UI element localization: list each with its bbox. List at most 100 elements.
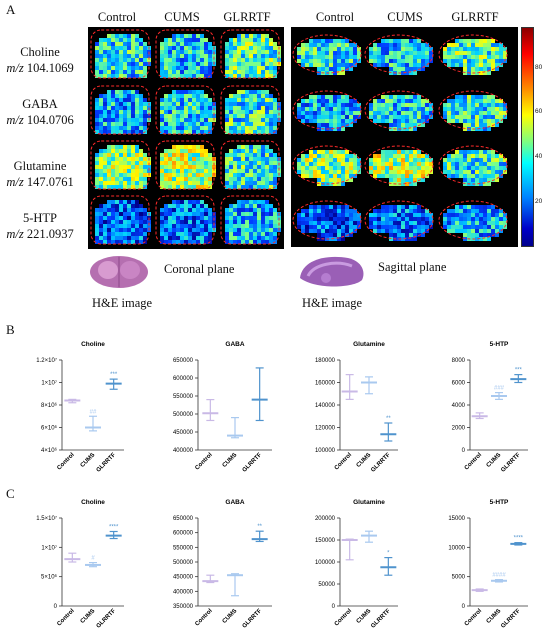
coronal-plane-label: Coronal plane (164, 262, 235, 276)
chart-title: Glutamine (353, 499, 385, 506)
box-control (471, 588, 488, 592)
box-plot-c-5-htp: 5-HTP 0 5000 10000 15000 Control #### CUMS **** G… (448, 499, 528, 629)
sagittal-col-glrrtf: GLRRTF (451, 10, 499, 24)
y-tick-label: 450000 (173, 575, 194, 581)
coronal-col-cums: CUMS (164, 10, 200, 24)
box-control (202, 398, 219, 422)
chart-title: GABA (225, 499, 244, 506)
x-tick-label: GLRRTF (370, 452, 392, 474)
mz-value: 147.0761 (26, 175, 74, 189)
x-tick-label: GLRRTF (96, 452, 118, 474)
box-plot-b-gaba: GABA 400000 450000 500000 550000 600000 650000… (173, 341, 272, 474)
box-glrrtf (510, 374, 527, 384)
box-plot-c-choline: Choline 0 5×10⁶ 1×10⁷ 1.5×10⁷ Control # CUMS ***… (36, 499, 124, 629)
sagittal-tile (292, 90, 362, 131)
sagittal-tile (364, 34, 434, 75)
coronal-col-glrrtf: GLRRTF (223, 10, 271, 24)
y-tick-label: 150000 (315, 538, 336, 544)
he-image-sagittal (300, 256, 364, 287)
box-control (341, 374, 358, 400)
row-label-choline: Choline m/z 104.1069 (0, 44, 80, 76)
row-label-5htp: 5-HTP m/z 221.0937 (0, 210, 80, 242)
sagittal-plane-label: Sagittal plane (378, 260, 447, 274)
y-tick-label: 550000 (173, 394, 194, 400)
y-tick-label: 160000 (315, 381, 336, 387)
x-tick-label: CUMS (80, 452, 97, 469)
sagittal-tile (364, 145, 434, 186)
box-plot-charts: Choline 4×10⁶ 6×10⁶ 8×10⁶ 1×10⁷ 1.2×10⁷ Contro… (36, 341, 528, 629)
x-tick-label: GLRRTF (500, 452, 522, 474)
sagittal-col-control: Control (315, 10, 355, 24)
sagittal-tile (438, 145, 508, 186)
coronal-tile (220, 29, 281, 79)
box-control (341, 538, 358, 561)
y-tick-label: 0 (332, 604, 336, 610)
row-name: 5-HTP (22, 211, 58, 225)
row-label-glutamine: Glutamine m/z 147.0761 (0, 158, 80, 190)
sagittal-tile (364, 90, 434, 131)
y-tick-label: 650000 (173, 358, 194, 364)
mz-value: 104.0706 (26, 113, 74, 127)
y-tick-label: 1×10⁷ (41, 380, 57, 387)
x-tick-label: Control (56, 608, 76, 628)
box-plot-b-glutamine: Glutamine 100000 120000 140000 160000 180000 C… (315, 341, 398, 474)
y-tick-label: 1×10⁷ (41, 544, 57, 551)
box-plot-b-choline: Choline 4×10⁶ 6×10⁶ 8×10⁶ 1×10⁷ 1.2×10⁷ Contro… (36, 341, 124, 474)
y-tick-label: 500000 (173, 412, 194, 418)
x-tick-label: CUMS (486, 608, 503, 625)
coronal-tile (155, 85, 216, 135)
y-tick-label: 0 (462, 604, 466, 610)
coronal-tile (90, 85, 151, 135)
sagittal-tile (292, 34, 362, 75)
mz-prefix: m/z (6, 227, 24, 241)
mz-prefix: m/z (6, 61, 24, 75)
colorbar-tick: 20 (535, 198, 543, 205)
box-cums (85, 415, 101, 432)
y-tick-label: 0 (54, 604, 58, 610)
y-tick-label: 5×10⁶ (41, 574, 58, 581)
y-tick-label: 4000 (452, 403, 466, 409)
sagittal-tile (292, 145, 362, 186)
y-tick-label: 6000 (452, 381, 466, 387)
coronal-tile (220, 195, 281, 245)
box-glrrtf (510, 542, 527, 546)
x-tick-label: CUMS (222, 452, 239, 469)
box-cums (227, 573, 243, 597)
chart-title: GABA (225, 341, 244, 348)
mz-prefix: m/z (6, 175, 24, 189)
colorbar (521, 27, 534, 247)
significance-mark: ### (494, 386, 505, 392)
x-tick-label: CUMS (356, 452, 373, 469)
colorbar-tick: 80 (535, 64, 543, 71)
box-cums (491, 579, 507, 583)
y-tick-label: 100000 (315, 448, 336, 454)
colorbar-tick: 40 (535, 153, 543, 160)
sagittal-tile (438, 34, 508, 75)
sagittal-msi-panel (291, 27, 518, 247)
box-control (202, 574, 219, 584)
box-plot-c-glutamine: Glutamine 0 50000 100000 150000 200000 Control… (315, 499, 398, 629)
box-control (471, 412, 488, 420)
chart-title: Choline (81, 341, 105, 348)
he-label-left: H&E image (92, 296, 153, 310)
y-tick-label: 350000 (173, 604, 194, 610)
coronal-tile (90, 29, 151, 79)
y-tick-label: 15000 (448, 516, 465, 522)
x-tick-label: Control (194, 452, 214, 472)
chart-title: Glutamine (353, 341, 385, 348)
sagittal-tile (438, 200, 508, 241)
y-tick-label: 8000 (452, 358, 466, 364)
chart-title: 5-HTP (490, 341, 509, 348)
row-name: Glutamine (13, 159, 67, 173)
box-cums (227, 416, 243, 439)
chart-title: Choline (81, 499, 105, 506)
mz-value: 221.0937 (26, 227, 74, 241)
panel-b-letter: B (6, 322, 15, 337)
y-tick-label: 400000 (173, 448, 194, 454)
y-tick-label: 6×10⁶ (41, 425, 58, 432)
box-plot-b-5-htp: 5-HTP 0 2000 4000 6000 8000 Control ### CUMS *** G… (452, 341, 528, 474)
coronal-tile (155, 140, 216, 190)
y-tick-label: 50000 (318, 582, 335, 588)
coronal-col-control: Control (97, 10, 137, 24)
x-tick-label: Control (464, 608, 484, 628)
